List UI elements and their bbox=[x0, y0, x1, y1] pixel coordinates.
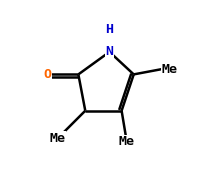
Text: Me: Me bbox=[49, 132, 66, 145]
Text: N: N bbox=[106, 45, 113, 58]
Text: Me: Me bbox=[119, 135, 135, 148]
Text: O: O bbox=[43, 68, 51, 81]
Text: H: H bbox=[106, 23, 113, 36]
Text: Me: Me bbox=[161, 63, 177, 76]
